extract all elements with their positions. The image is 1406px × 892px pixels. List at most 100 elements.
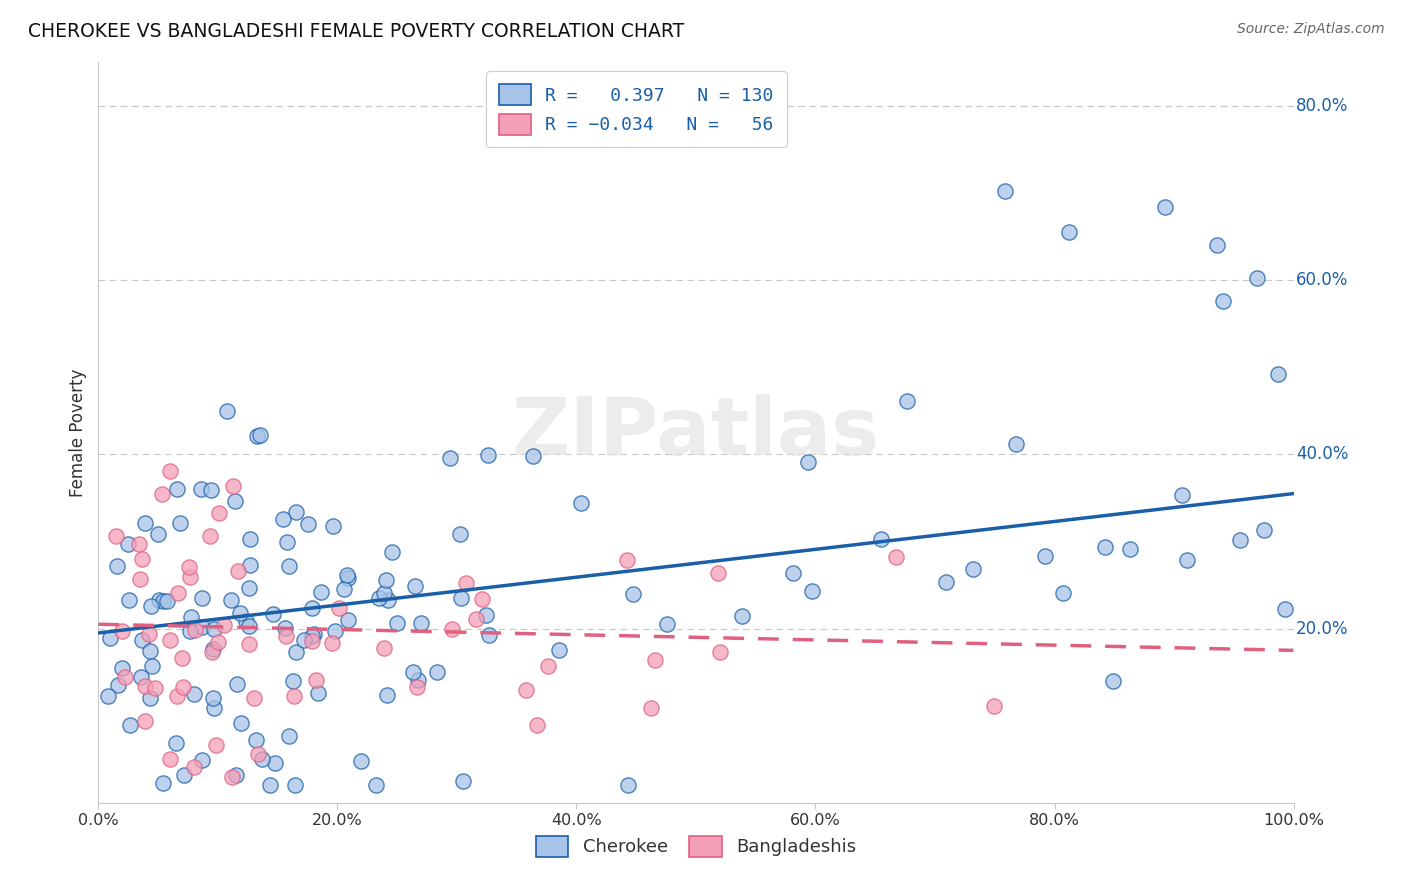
Point	[406, 673, 429, 688]
Point	[884, 550, 907, 565]
Point	[284, 645, 307, 659]
Point	[336, 568, 359, 582]
Point	[146, 526, 169, 541]
Point	[131, 632, 153, 647]
Point	[401, 665, 423, 680]
Point	[962, 562, 984, 576]
Point	[204, 738, 226, 752]
Point	[1057, 225, 1080, 239]
Point	[709, 645, 731, 659]
Point	[1246, 270, 1268, 285]
Point	[204, 701, 226, 715]
Point	[782, 566, 804, 580]
Point	[640, 701, 662, 715]
Point	[150, 487, 173, 501]
Point	[141, 658, 163, 673]
Point	[441, 622, 464, 636]
Point	[284, 505, 307, 519]
Point	[1005, 437, 1028, 451]
Point	[238, 619, 260, 633]
Point	[377, 592, 399, 607]
Point	[107, 678, 129, 692]
Point	[128, 537, 150, 551]
Point	[1094, 540, 1116, 554]
Point	[134, 714, 156, 728]
Legend: Cherokee, Bangladeshis: Cherokee, Bangladeshis	[529, 829, 863, 864]
Point	[536, 658, 558, 673]
Point	[373, 640, 395, 655]
Point	[173, 767, 195, 781]
Text: 60.0%: 60.0%	[1296, 271, 1348, 289]
Point	[1033, 549, 1056, 564]
Point	[707, 566, 730, 581]
Point	[201, 645, 224, 659]
Point	[263, 756, 285, 771]
Point	[321, 636, 343, 650]
Point	[471, 591, 494, 606]
Point	[322, 519, 344, 533]
Point	[276, 534, 298, 549]
Point	[179, 624, 201, 639]
Point	[217, 404, 239, 418]
Point	[284, 778, 307, 792]
Point	[226, 677, 249, 691]
Point	[118, 718, 141, 732]
Point	[994, 185, 1017, 199]
Point	[409, 615, 432, 630]
Point	[128, 572, 150, 586]
Point	[301, 629, 323, 643]
Point	[367, 591, 389, 605]
Point	[304, 627, 326, 641]
Point	[1118, 541, 1140, 556]
Text: Source: ZipAtlas.com: Source: ZipAtlas.com	[1237, 22, 1385, 37]
Point	[426, 665, 449, 679]
Point	[297, 517, 319, 532]
Point	[183, 687, 205, 701]
Point	[117, 537, 139, 551]
Point	[183, 760, 205, 774]
Point	[159, 752, 181, 766]
Point	[451, 774, 474, 789]
Point	[1267, 367, 1289, 381]
Point	[797, 455, 820, 469]
Point	[156, 593, 179, 607]
Point	[249, 428, 271, 442]
Point	[190, 482, 212, 496]
Point	[239, 558, 262, 572]
Text: 20.0%: 20.0%	[1296, 620, 1348, 638]
Point	[139, 644, 162, 658]
Point	[179, 560, 201, 574]
Point	[200, 483, 222, 497]
Point	[219, 593, 242, 607]
Point	[870, 533, 893, 547]
Point	[170, 650, 193, 665]
Point	[129, 670, 152, 684]
Point	[522, 450, 544, 464]
Point	[385, 615, 408, 630]
Point	[148, 593, 170, 607]
Point	[165, 736, 187, 750]
Point	[283, 689, 305, 703]
Point	[337, 570, 360, 584]
Point	[1177, 553, 1199, 567]
Point	[202, 691, 225, 706]
Point	[328, 600, 350, 615]
Text: ZIPatlas: ZIPatlas	[512, 393, 880, 472]
Point	[311, 585, 333, 599]
Point	[191, 753, 214, 767]
Point	[292, 632, 315, 647]
Point	[152, 594, 174, 608]
Point	[228, 606, 250, 620]
Point	[235, 614, 257, 628]
Point	[207, 634, 229, 648]
Point	[221, 770, 243, 784]
Point	[143, 681, 166, 696]
Point	[477, 448, 499, 462]
Point	[191, 591, 214, 606]
Point	[439, 450, 461, 465]
Point	[644, 653, 666, 667]
Point	[169, 516, 191, 530]
Point	[238, 637, 260, 651]
Point	[247, 747, 270, 762]
Point	[245, 732, 267, 747]
